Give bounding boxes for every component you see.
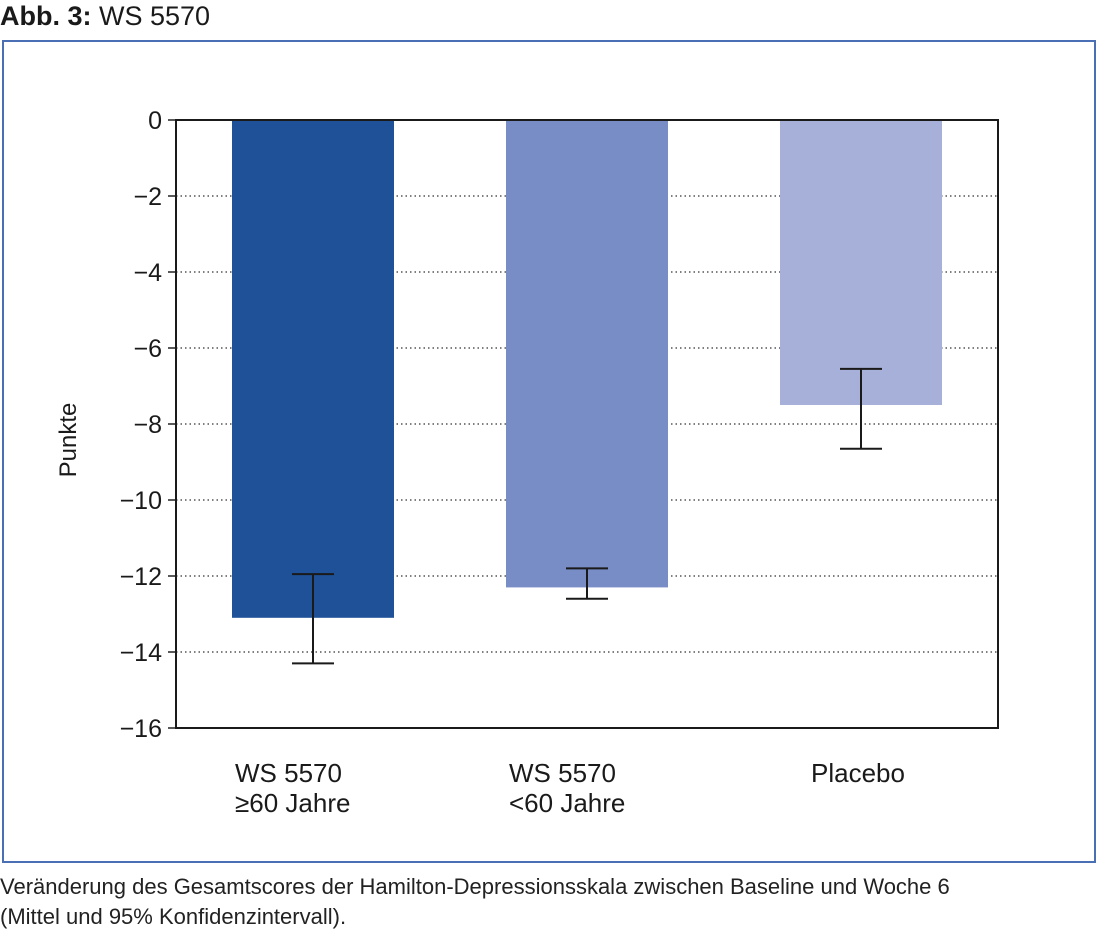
y-tick-label: −6 bbox=[133, 335, 162, 363]
figure-title: Abb. 3: WS 5570 bbox=[0, 0, 210, 32]
x-category-label: WS 5570 <60 Jahre bbox=[509, 758, 625, 818]
x-category-label: Placebo bbox=[811, 758, 905, 788]
caption-line-2: (Mittel und 95% Konfidenzintervall). bbox=[0, 904, 347, 929]
caption-line-1: Veränderung des Gesamtscores der Hamilto… bbox=[0, 874, 950, 899]
figure-title-text: WS 5570 bbox=[99, 1, 211, 31]
y-tick-label: −2 bbox=[133, 183, 162, 211]
y-tick-label: −4 bbox=[133, 259, 162, 287]
y-tick-label: 0 bbox=[148, 107, 162, 135]
bar bbox=[506, 120, 668, 588]
figure-caption: Veränderung des Gesamtscores der Hamilto… bbox=[0, 872, 1100, 932]
chart-frame bbox=[2, 40, 1096, 863]
bar-chart: 0 −2 −4 −6 −8 −10 −12 −14 −16 WS 5570 ≥60 Jahre WS … bbox=[55, 107, 999, 818]
y-tick-label: −8 bbox=[133, 411, 162, 439]
plot-area-border bbox=[175, 119, 999, 729]
y-tick-label: −12 bbox=[120, 563, 162, 591]
bar bbox=[232, 120, 394, 618]
y-tick-label: −14 bbox=[120, 639, 163, 667]
y-tick-label: −10 bbox=[120, 487, 162, 515]
figure-label: Abb. 3: bbox=[0, 1, 92, 31]
x-category-label: WS 5570 ≥60 Jahre bbox=[235, 758, 350, 818]
y-axis-label: Punkte bbox=[55, 403, 82, 478]
y-tick-label: −16 bbox=[120, 715, 162, 743]
bar bbox=[780, 120, 942, 405]
